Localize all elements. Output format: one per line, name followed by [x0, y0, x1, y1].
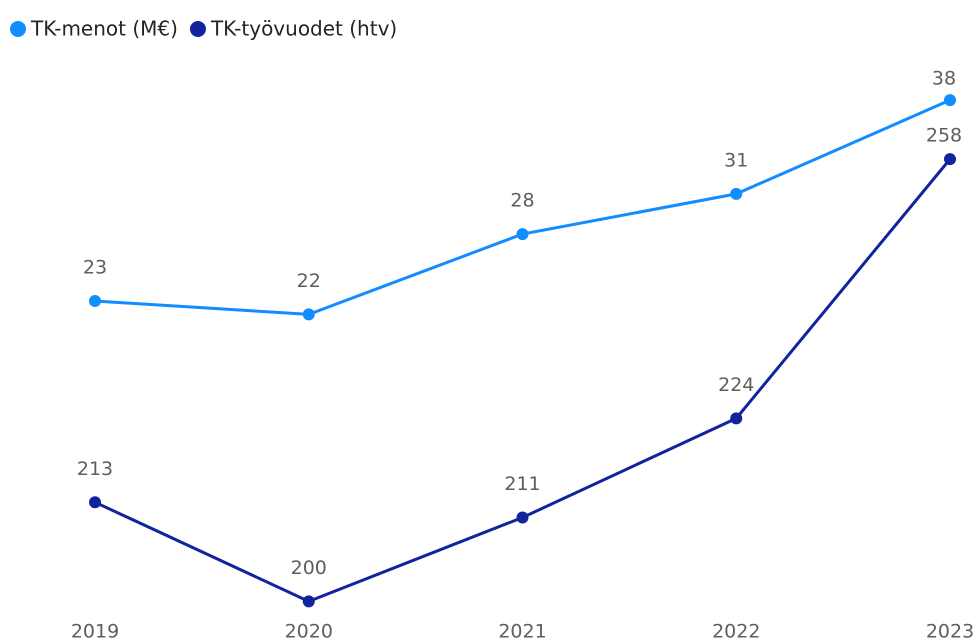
point — [730, 187, 743, 200]
data-label: 38 — [932, 68, 956, 90]
x-tick-label: 2021 — [498, 621, 546, 642]
series-line — [94, 158, 952, 604]
data-label: 200 — [291, 557, 327, 579]
x-tick-label: 2019 — [71, 621, 119, 642]
point — [944, 94, 956, 107]
x-tick-label: 2020 — [285, 621, 333, 642]
data-label: 211 — [504, 473, 540, 495]
data-label: 23 — [83, 257, 107, 279]
data-label: 22 — [297, 270, 321, 292]
x-tick-label: 2023 — [926, 621, 974, 642]
point — [302, 595, 315, 608]
legend-label: TK-menot (M€) — [30, 17, 178, 41]
data-label: 28 — [510, 190, 534, 212]
data-label: 258 — [926, 125, 962, 147]
point — [730, 412, 743, 425]
point — [89, 295, 101, 308]
point — [516, 228, 529, 241]
legend-label: TK-työvuodet (htv) — [210, 17, 397, 41]
data-label: 213 — [77, 458, 113, 480]
point — [89, 496, 101, 509]
legend-marker — [10, 21, 26, 37]
data-label: 31 — [724, 149, 748, 171]
point — [944, 153, 956, 166]
point — [516, 511, 529, 524]
x-tick-label: 2022 — [712, 621, 760, 642]
point — [302, 308, 315, 321]
data-label: 224 — [718, 374, 754, 396]
legend-marker — [189, 21, 206, 37]
